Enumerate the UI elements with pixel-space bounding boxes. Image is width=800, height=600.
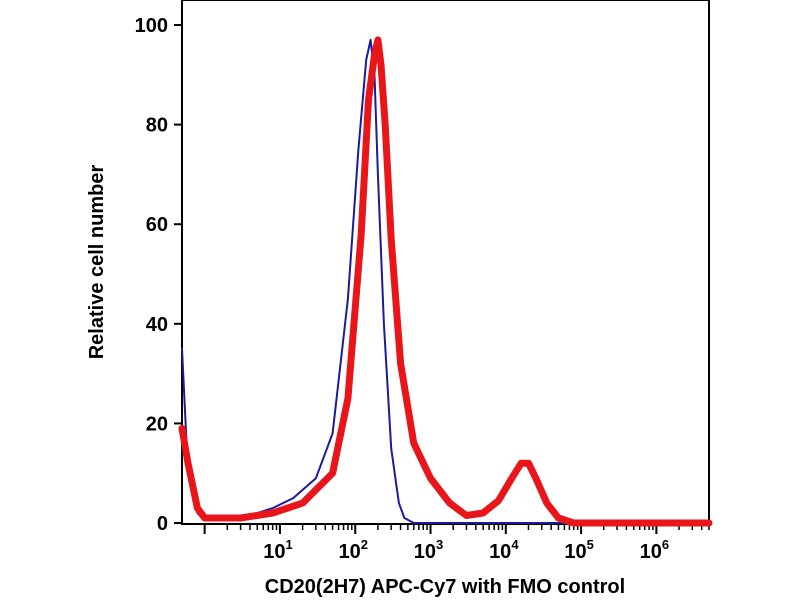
plot-frame xyxy=(181,0,710,525)
y-tick-label: 100 xyxy=(135,15,168,37)
x-tick-base: 10 xyxy=(338,541,360,563)
x-tick-base: 10 xyxy=(564,541,586,563)
x-tick-label: 102 xyxy=(338,537,367,563)
y-tick-label: 40 xyxy=(146,314,168,336)
x-axis-ticks: 101 102 103 104 105 106 xyxy=(203,524,710,563)
y-tick-label: 60 xyxy=(146,214,168,236)
x-tick-exponent: 6 xyxy=(662,537,669,552)
x-tick-exponent: 2 xyxy=(361,537,368,552)
y-axis-title: Relative cell number xyxy=(86,165,108,360)
series-layer xyxy=(178,36,713,527)
x-tick-label: 103 xyxy=(414,537,443,563)
fmo-control-series-line xyxy=(181,38,710,524)
x-tick-exponent: 5 xyxy=(587,537,594,552)
x-tick-label: 106 xyxy=(640,537,669,563)
x-tick-label: 101 xyxy=(263,537,292,563)
x-tick-base: 10 xyxy=(414,541,436,563)
cd20-stained-series-line xyxy=(178,36,713,527)
y-tick-label: 20 xyxy=(146,413,168,435)
x-tick-label: 104 xyxy=(489,537,519,563)
x-tick-base: 10 xyxy=(640,541,662,563)
x-axis-title: CD20(2H7) APC-Cy7 with FMO control xyxy=(265,576,625,598)
y-axis-ticks: 0 20 40 60 80 100 xyxy=(135,15,182,535)
x-tick-base: 10 xyxy=(263,541,285,563)
x-tick-base: 10 xyxy=(489,541,511,563)
x-tick-exponent: 3 xyxy=(436,537,443,552)
y-tick-label: 80 xyxy=(146,115,168,137)
x-tick-label: 105 xyxy=(564,537,593,563)
x-tick-exponent: 1 xyxy=(285,537,292,552)
x-tick-exponent: 4 xyxy=(511,537,519,552)
y-tick-label: 0 xyxy=(157,513,168,535)
